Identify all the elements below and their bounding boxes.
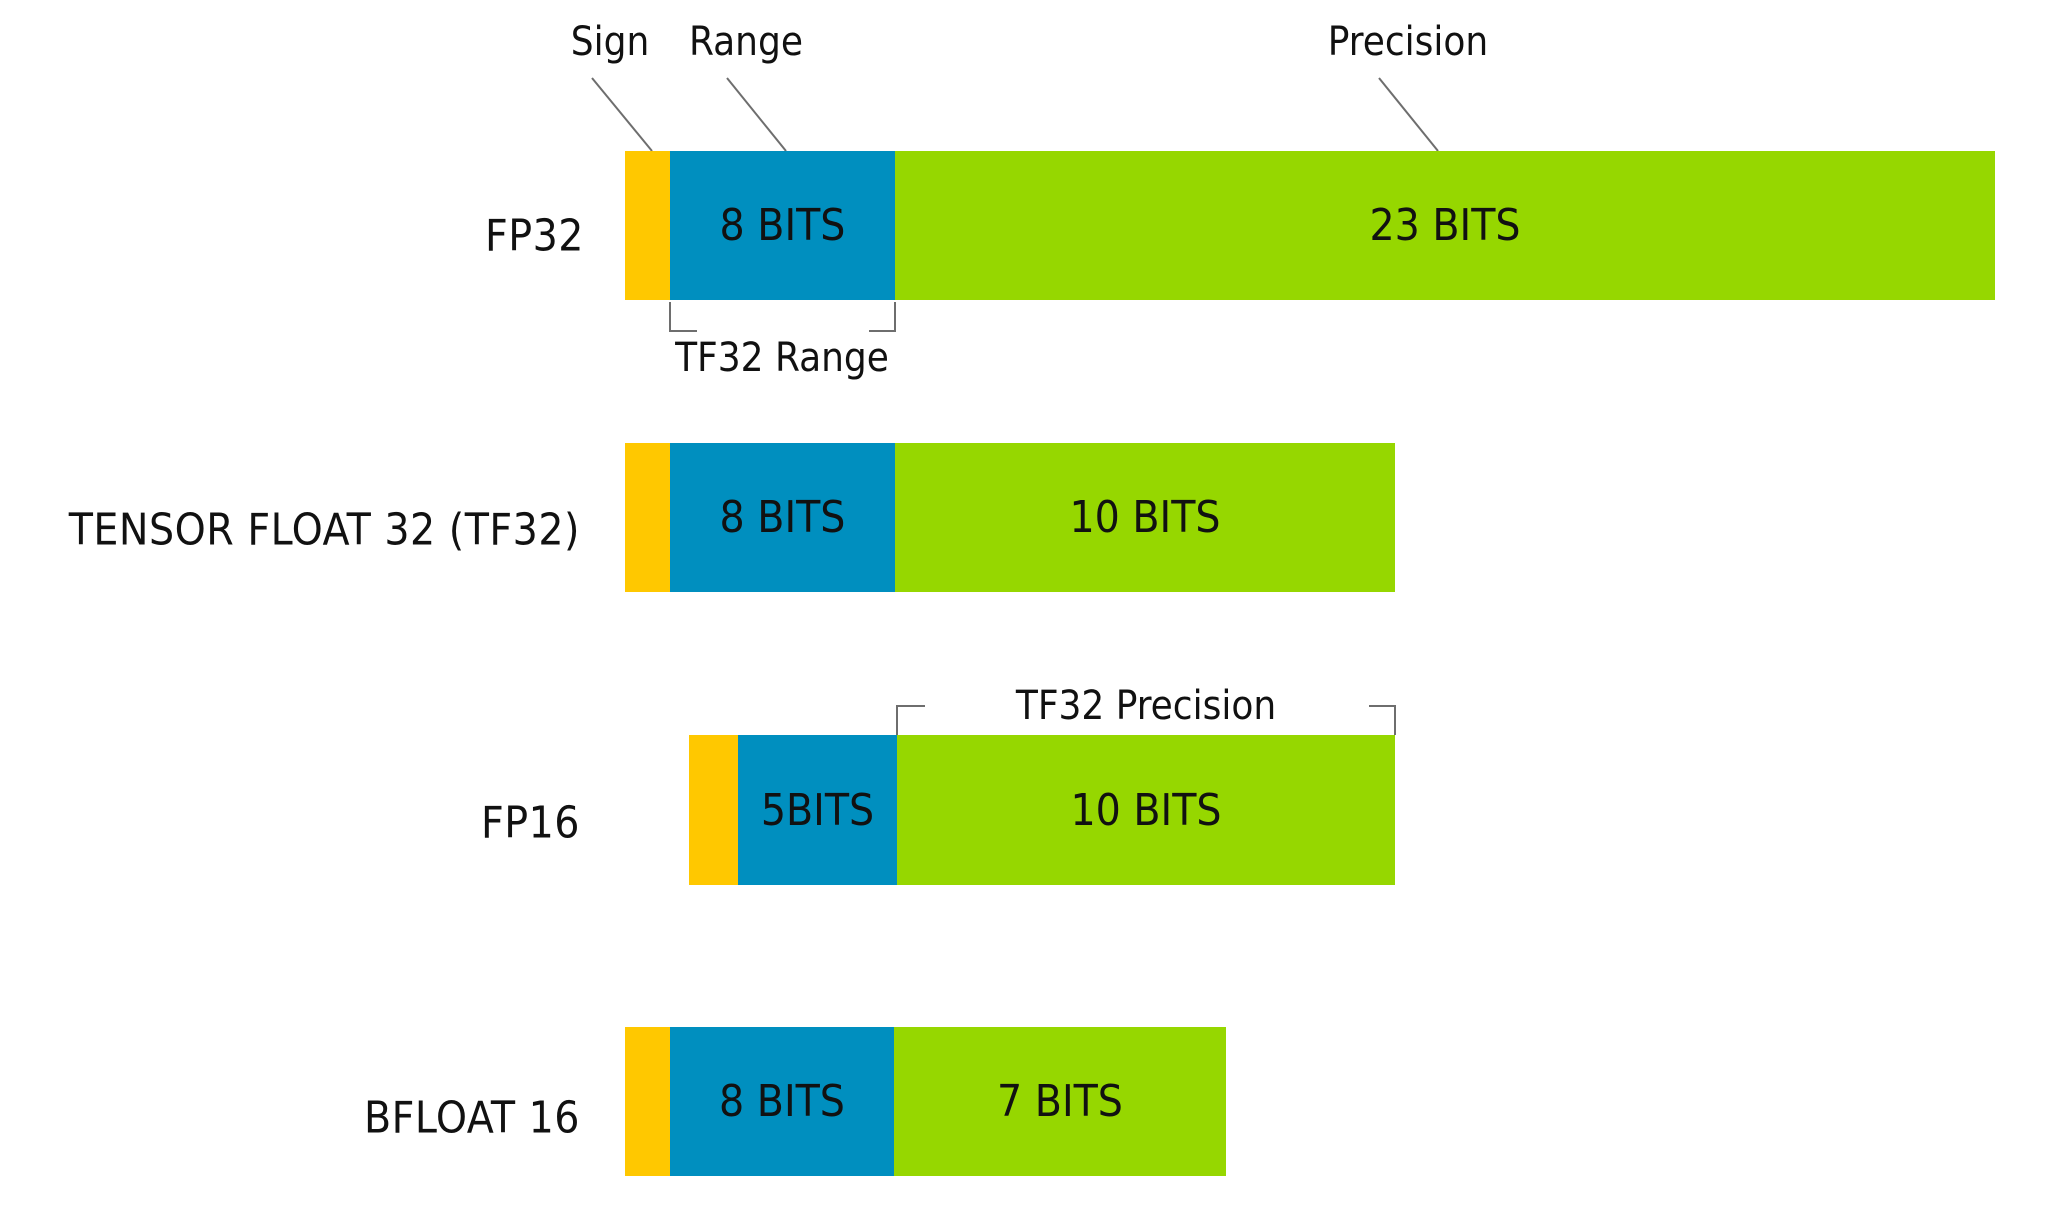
fp32-label: FP32 [484, 210, 584, 262]
fp32-range-segment: 8 BITS [670, 151, 895, 300]
fp32-precision-segment: 23 BITS [895, 151, 1995, 300]
tf32-range-segment: 8 BITS [670, 443, 895, 592]
tf32-range-annotation: TF32 Range [675, 335, 889, 381]
bfloat16-precision-segment: 7 BITS [894, 1027, 1226, 1176]
tf32-precision-bracket-left [896, 705, 925, 735]
sign-leader-line [591, 77, 653, 152]
fp16-range-label: 5BITS [760, 784, 875, 836]
tf32-precision-bracket-right [1369, 705, 1396, 735]
precision-leader-line [1378, 77, 1439, 152]
fp16-sign-segment [689, 735, 738, 885]
bfloat16-range-label: 8 BITS [719, 1076, 845, 1127]
bfloat16-range-segment: 8 BITS [670, 1027, 894, 1176]
fp16-precision-segment: 10 BITS [897, 735, 1395, 885]
tf32-range-label: 8 BITS [719, 492, 846, 543]
fp32-precision-label: 23 BITS [1369, 200, 1521, 251]
fp32-range-label: 8 BITS [719, 200, 846, 251]
tf32-precision-annotation: TF32 Precision [1015, 683, 1277, 729]
range-leader-line [726, 77, 787, 152]
sign-annotation: Sign [570, 19, 650, 65]
range-annotation: Range [689, 19, 803, 65]
bfloat16-sign-segment [625, 1027, 670, 1176]
precision-annotation: Precision [1327, 19, 1489, 65]
tf32-precision-label: 10 BITS [1069, 492, 1221, 543]
bfloat16-precision-label: 7 BITS [997, 1076, 1123, 1127]
tf32-label: TENSOR FLOAT 32 (TF32) [68, 504, 580, 556]
tf32-range-bracket-left [669, 302, 697, 332]
tf32-range-bracket-right [869, 302, 896, 332]
bfloat16-label: BFLOAT 16 [363, 1092, 580, 1144]
tf32-sign-segment [625, 443, 670, 592]
fp16-precision-label: 10 BITS [1070, 784, 1222, 836]
fp16-range-segment: 5BITS [738, 735, 897, 885]
fp32-sign-segment [625, 151, 670, 300]
tf32-precision-segment: 10 BITS [895, 443, 1395, 592]
fp16-label: FP16 [480, 797, 580, 849]
